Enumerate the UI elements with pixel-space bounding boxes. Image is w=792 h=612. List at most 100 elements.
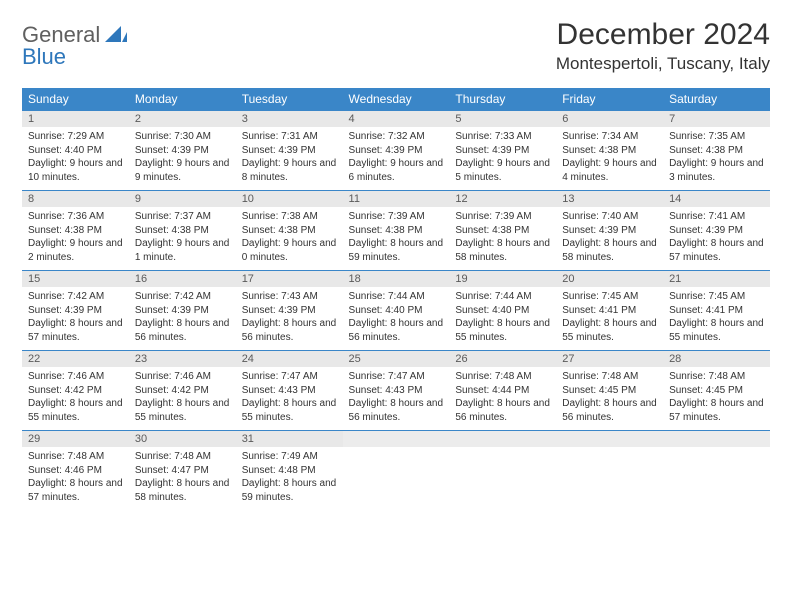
daylight-text: Daylight: 8 hours and 56 minutes. bbox=[562, 397, 657, 424]
calendar-day-cell bbox=[663, 431, 770, 511]
daylight-text: Daylight: 8 hours and 58 minutes. bbox=[562, 237, 657, 264]
sunset-text: Sunset: 4:39 PM bbox=[455, 144, 550, 158]
calendar-week-row: 1Sunrise: 7:29 AMSunset: 4:40 PMDaylight… bbox=[22, 111, 770, 191]
title-block: December 2024 Montespertoli, Tuscany, It… bbox=[556, 18, 770, 74]
calendar-day-cell: 14Sunrise: 7:41 AMSunset: 4:39 PMDayligh… bbox=[663, 191, 770, 271]
day-body: Sunrise: 7:46 AMSunset: 4:42 PMDaylight:… bbox=[129, 367, 236, 430]
calendar-day-cell: 17Sunrise: 7:43 AMSunset: 4:39 PMDayligh… bbox=[236, 271, 343, 351]
calendar-day-cell: 6Sunrise: 7:34 AMSunset: 4:38 PMDaylight… bbox=[556, 111, 663, 191]
sunrise-text: Sunrise: 7:39 AM bbox=[455, 210, 550, 224]
sunrise-text: Sunrise: 7:39 AM bbox=[349, 210, 444, 224]
calendar-day-cell: 19Sunrise: 7:44 AMSunset: 4:40 PMDayligh… bbox=[449, 271, 556, 351]
calendar-day-cell: 12Sunrise: 7:39 AMSunset: 4:38 PMDayligh… bbox=[449, 191, 556, 271]
day-number: 21 bbox=[663, 271, 770, 287]
daylight-text: Daylight: 8 hours and 55 minutes. bbox=[562, 317, 657, 344]
day-body-empty bbox=[449, 447, 556, 509]
day-number: 12 bbox=[449, 191, 556, 207]
day-body: Sunrise: 7:29 AMSunset: 4:40 PMDaylight:… bbox=[22, 127, 129, 190]
sunset-text: Sunset: 4:40 PM bbox=[28, 144, 123, 158]
weekday-header: Sunday bbox=[22, 88, 129, 111]
daylight-text: Daylight: 9 hours and 4 minutes. bbox=[562, 157, 657, 184]
weekday-header: Wednesday bbox=[343, 88, 450, 111]
logo-sail-icon bbox=[105, 26, 127, 42]
day-body: Sunrise: 7:37 AMSunset: 4:38 PMDaylight:… bbox=[129, 207, 236, 270]
day-body: Sunrise: 7:47 AMSunset: 4:43 PMDaylight:… bbox=[236, 367, 343, 430]
daylight-text: Daylight: 9 hours and 9 minutes. bbox=[135, 157, 230, 184]
sunrise-text: Sunrise: 7:42 AM bbox=[135, 290, 230, 304]
daylight-text: Daylight: 9 hours and 1 minute. bbox=[135, 237, 230, 264]
sunset-text: Sunset: 4:38 PM bbox=[455, 224, 550, 238]
sunset-text: Sunset: 4:42 PM bbox=[28, 384, 123, 398]
sunrise-text: Sunrise: 7:48 AM bbox=[455, 370, 550, 384]
day-number: 17 bbox=[236, 271, 343, 287]
day-body: Sunrise: 7:39 AMSunset: 4:38 PMDaylight:… bbox=[343, 207, 450, 270]
sunset-text: Sunset: 4:48 PM bbox=[242, 464, 337, 478]
daylight-text: Daylight: 9 hours and 10 minutes. bbox=[28, 157, 123, 184]
calendar-day-cell: 2Sunrise: 7:30 AMSunset: 4:39 PMDaylight… bbox=[129, 111, 236, 191]
day-body: Sunrise: 7:45 AMSunset: 4:41 PMDaylight:… bbox=[663, 287, 770, 350]
sunset-text: Sunset: 4:38 PM bbox=[562, 144, 657, 158]
sunrise-text: Sunrise: 7:33 AM bbox=[455, 130, 550, 144]
day-body: Sunrise: 7:39 AMSunset: 4:38 PMDaylight:… bbox=[449, 207, 556, 270]
day-body-empty bbox=[556, 447, 663, 509]
daylight-text: Daylight: 9 hours and 6 minutes. bbox=[349, 157, 444, 184]
day-number: 2 bbox=[129, 111, 236, 127]
calendar-day-cell: 13Sunrise: 7:40 AMSunset: 4:39 PMDayligh… bbox=[556, 191, 663, 271]
daylight-text: Daylight: 8 hours and 59 minutes. bbox=[242, 477, 337, 504]
day-body: Sunrise: 7:42 AMSunset: 4:39 PMDaylight:… bbox=[22, 287, 129, 350]
day-number: 5 bbox=[449, 111, 556, 127]
day-number: 15 bbox=[22, 271, 129, 287]
day-number: 20 bbox=[556, 271, 663, 287]
daylight-text: Daylight: 8 hours and 58 minutes. bbox=[135, 477, 230, 504]
page-header: General Blue December 2024 Montespertoli… bbox=[22, 18, 770, 74]
sunset-text: Sunset: 4:39 PM bbox=[242, 304, 337, 318]
sunrise-text: Sunrise: 7:48 AM bbox=[28, 450, 123, 464]
sunset-text: Sunset: 4:39 PM bbox=[669, 224, 764, 238]
sunrise-text: Sunrise: 7:47 AM bbox=[349, 370, 444, 384]
calendar-day-cell: 3Sunrise: 7:31 AMSunset: 4:39 PMDaylight… bbox=[236, 111, 343, 191]
day-body: Sunrise: 7:48 AMSunset: 4:44 PMDaylight:… bbox=[449, 367, 556, 430]
day-number: 18 bbox=[343, 271, 450, 287]
calendar-body: 1Sunrise: 7:29 AMSunset: 4:40 PMDaylight… bbox=[22, 111, 770, 511]
logo-text-block: General Blue bbox=[22, 24, 127, 68]
daylight-text: Daylight: 8 hours and 55 minutes. bbox=[28, 397, 123, 424]
day-body: Sunrise: 7:48 AMSunset: 4:47 PMDaylight:… bbox=[129, 447, 236, 510]
day-number: 30 bbox=[129, 431, 236, 447]
calendar-day-cell: 23Sunrise: 7:46 AMSunset: 4:42 PMDayligh… bbox=[129, 351, 236, 431]
calendar-day-cell: 21Sunrise: 7:45 AMSunset: 4:41 PMDayligh… bbox=[663, 271, 770, 351]
weekday-header: Tuesday bbox=[236, 88, 343, 111]
brand-logo: General Blue bbox=[22, 18, 127, 68]
day-number-empty bbox=[343, 431, 450, 447]
calendar-week-row: 15Sunrise: 7:42 AMSunset: 4:39 PMDayligh… bbox=[22, 271, 770, 351]
calendar-week-row: 8Sunrise: 7:36 AMSunset: 4:38 PMDaylight… bbox=[22, 191, 770, 271]
sunrise-text: Sunrise: 7:48 AM bbox=[135, 450, 230, 464]
calendar-day-cell: 5Sunrise: 7:33 AMSunset: 4:39 PMDaylight… bbox=[449, 111, 556, 191]
sunset-text: Sunset: 4:39 PM bbox=[349, 144, 444, 158]
sunrise-text: Sunrise: 7:41 AM bbox=[669, 210, 764, 224]
day-body-empty bbox=[663, 447, 770, 509]
calendar-day-cell: 10Sunrise: 7:38 AMSunset: 4:38 PMDayligh… bbox=[236, 191, 343, 271]
day-number: 3 bbox=[236, 111, 343, 127]
weekday-header: Thursday bbox=[449, 88, 556, 111]
day-body: Sunrise: 7:43 AMSunset: 4:39 PMDaylight:… bbox=[236, 287, 343, 350]
sunrise-text: Sunrise: 7:49 AM bbox=[242, 450, 337, 464]
day-body: Sunrise: 7:41 AMSunset: 4:39 PMDaylight:… bbox=[663, 207, 770, 270]
sunrise-text: Sunrise: 7:37 AM bbox=[135, 210, 230, 224]
day-body: Sunrise: 7:33 AMSunset: 4:39 PMDaylight:… bbox=[449, 127, 556, 190]
sunrise-text: Sunrise: 7:46 AM bbox=[135, 370, 230, 384]
day-body: Sunrise: 7:32 AMSunset: 4:39 PMDaylight:… bbox=[343, 127, 450, 190]
calendar-day-cell: 16Sunrise: 7:42 AMSunset: 4:39 PMDayligh… bbox=[129, 271, 236, 351]
daylight-text: Daylight: 8 hours and 56 minutes. bbox=[455, 397, 550, 424]
sunrise-text: Sunrise: 7:32 AM bbox=[349, 130, 444, 144]
day-body: Sunrise: 7:47 AMSunset: 4:43 PMDaylight:… bbox=[343, 367, 450, 430]
daylight-text: Daylight: 8 hours and 56 minutes. bbox=[242, 317, 337, 344]
sunset-text: Sunset: 4:38 PM bbox=[242, 224, 337, 238]
daylight-text: Daylight: 8 hours and 55 minutes. bbox=[669, 317, 764, 344]
day-number-empty bbox=[449, 431, 556, 447]
daylight-text: Daylight: 8 hours and 56 minutes. bbox=[135, 317, 230, 344]
calendar-day-cell: 24Sunrise: 7:47 AMSunset: 4:43 PMDayligh… bbox=[236, 351, 343, 431]
sunset-text: Sunset: 4:41 PM bbox=[562, 304, 657, 318]
sunrise-text: Sunrise: 7:45 AM bbox=[562, 290, 657, 304]
sunset-text: Sunset: 4:38 PM bbox=[28, 224, 123, 238]
daylight-text: Daylight: 8 hours and 56 minutes. bbox=[349, 317, 444, 344]
